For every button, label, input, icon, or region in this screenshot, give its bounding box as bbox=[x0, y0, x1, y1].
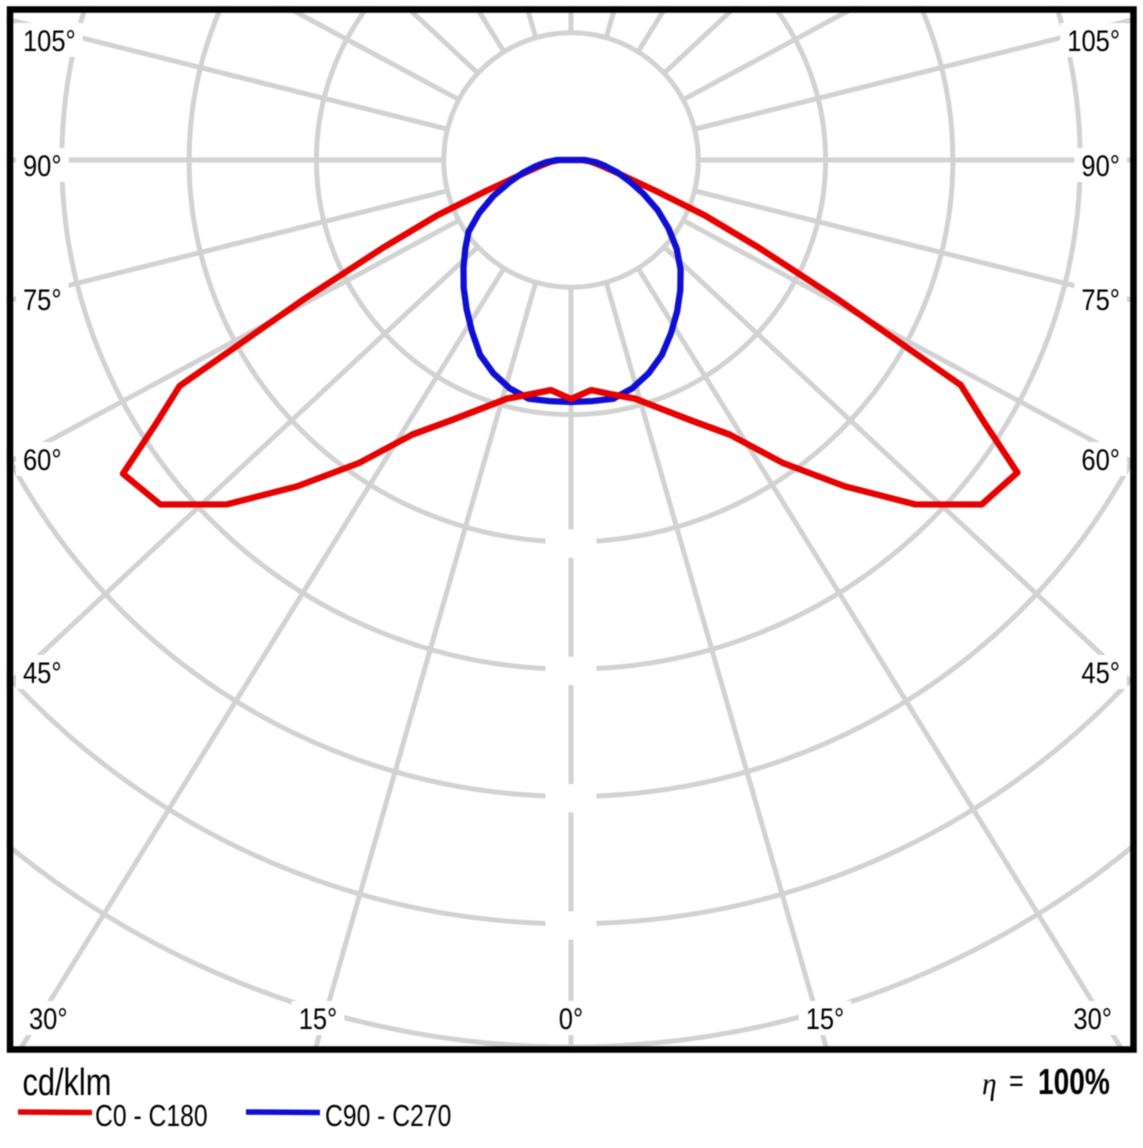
svg-text:100%: 100% bbox=[1038, 1062, 1110, 1102]
svg-text:30°: 30° bbox=[29, 1002, 68, 1035]
svg-text:105°: 105° bbox=[23, 24, 76, 57]
svg-text:C0 - C180: C0 - C180 bbox=[95, 1099, 208, 1133]
svg-text:45°: 45° bbox=[1081, 656, 1120, 689]
svg-text:60°: 60° bbox=[1081, 443, 1120, 476]
svg-text:cd/klm: cd/klm bbox=[23, 1062, 112, 1104]
svg-text:=: = bbox=[1009, 1062, 1024, 1097]
svg-text:90°: 90° bbox=[1081, 149, 1120, 182]
svg-text:30°: 30° bbox=[1073, 1002, 1112, 1035]
svg-text:η: η bbox=[982, 1066, 997, 1101]
svg-text:45°: 45° bbox=[23, 656, 62, 689]
svg-text:60°: 60° bbox=[23, 443, 62, 476]
svg-text:105°: 105° bbox=[1067, 24, 1120, 57]
svg-text:C90 - C270: C90 - C270 bbox=[325, 1099, 451, 1133]
svg-text:75°: 75° bbox=[23, 283, 62, 316]
svg-text:15°: 15° bbox=[806, 1002, 845, 1035]
svg-text:15°: 15° bbox=[299, 1002, 338, 1035]
svg-text:0°: 0° bbox=[559, 1002, 583, 1035]
svg-text:75°: 75° bbox=[1081, 283, 1120, 316]
svg-text:90°: 90° bbox=[23, 149, 62, 182]
